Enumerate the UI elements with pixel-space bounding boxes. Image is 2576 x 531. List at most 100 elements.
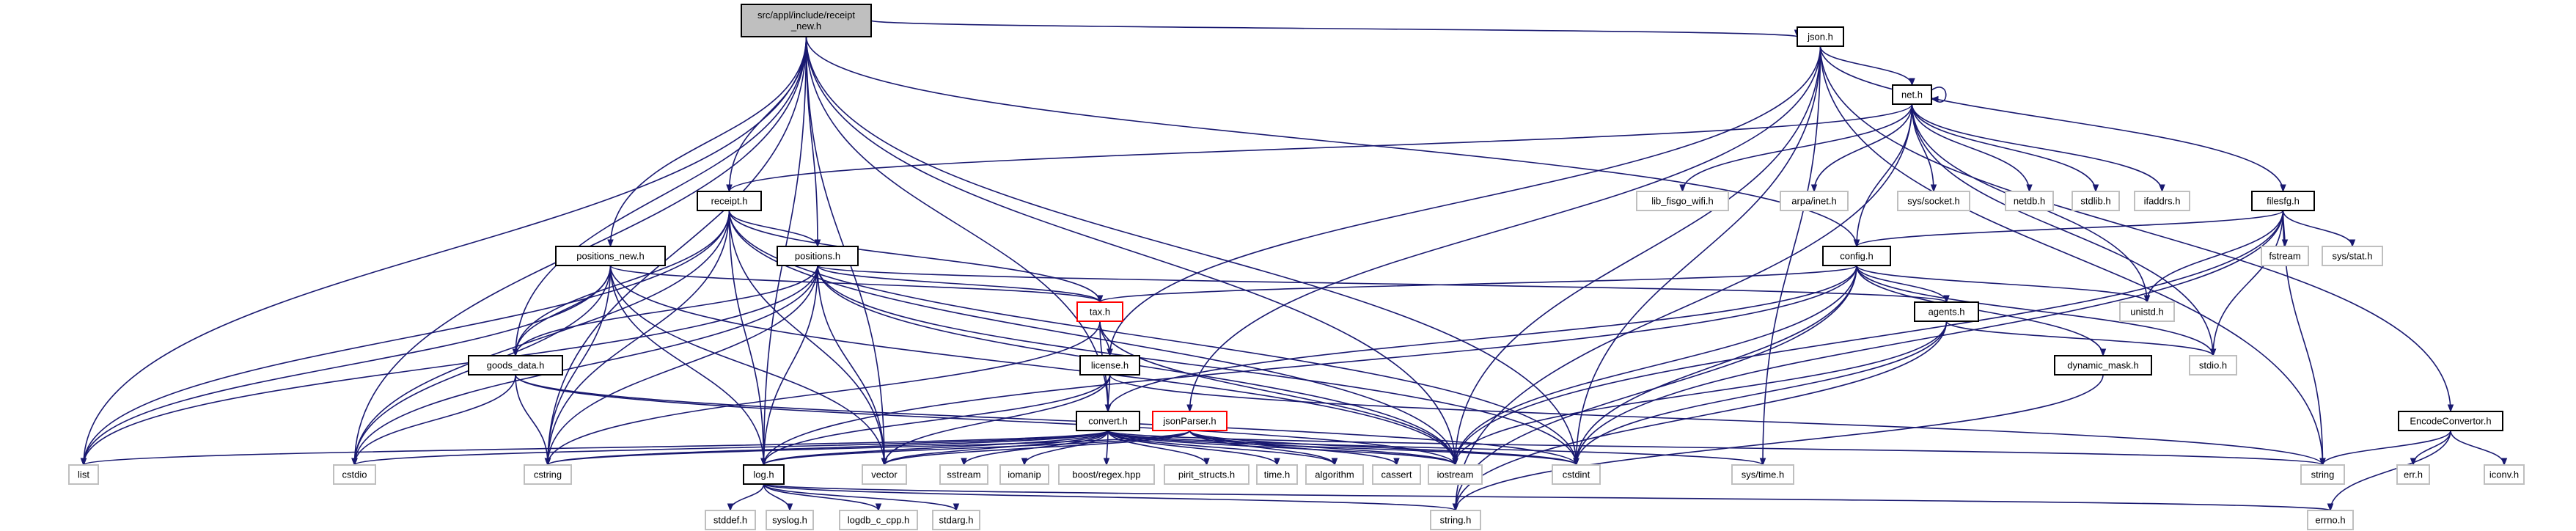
node-box [2005, 191, 2054, 211]
node-box [2119, 301, 2175, 322]
node-stddef-h[interactable]: stddef.h [705, 510, 756, 530]
edge-arrowhead [1107, 348, 1113, 357]
node-license-h[interactable]: license.h [1079, 355, 1140, 376]
node-json-h[interactable]: json.h [1797, 26, 1844, 47]
node-lib-fisgo-wifi-h[interactable]: lib_fisgo_wifi.h [1636, 191, 1729, 211]
node-sys-stat-h[interactable]: sys/stat.h [2322, 246, 2383, 266]
node-box [2398, 411, 2503, 431]
edge-config_h-to-convert_h [1104, 265, 1857, 413]
edge-arrowhead [1203, 458, 1210, 466]
edge-net_h-to-config_h [1853, 103, 1913, 248]
node-box [697, 191, 762, 211]
node-algorithm[interactable]: algorithm [1305, 464, 1364, 485]
node-box [1076, 301, 1123, 322]
node-box [468, 355, 563, 376]
edge-agents_h-to-stdio_h [1945, 321, 2217, 357]
node-box [2307, 510, 2354, 530]
node-sys-time-h[interactable]: sys/time.h [1731, 464, 1794, 485]
edge-filesfg_h-to-config_h [1853, 210, 2284, 248]
node-positions-h[interactable]: positions.h [777, 246, 859, 266]
node-label: vector [871, 469, 898, 480]
node-box [1430, 510, 1481, 530]
node-cstring[interactable]: cstring [524, 464, 572, 485]
node-convert-h[interactable]: convert.h [1076, 411, 1140, 431]
node-arpa-inet-h[interactable]: arpa/inet.h [1780, 191, 1849, 211]
node-iostream[interactable]: iostream [1428, 464, 1483, 485]
edge-dynamic_mask_h-to-string_h [1452, 374, 2104, 512]
node-boost-regex-hpp[interactable]: boost/regex.hpp [1058, 464, 1155, 485]
node-stdarg-h[interactable]: stdarg.h [932, 510, 980, 530]
edge-net_h-to-net_h [1930, 87, 1947, 103]
node-label: algorithm [1315, 469, 1354, 480]
edge-arrowhead [1452, 503, 1459, 512]
node-root: src/appl/include/receipt_new.h [741, 4, 872, 37]
node-unistd-h[interactable]: unistd.h [2119, 301, 2175, 322]
node-box [2396, 464, 2430, 485]
node-ifaddrs-h[interactable]: ifaddrs.h [2134, 191, 2190, 211]
node-errno-h[interactable]: errno.h [2307, 510, 2354, 530]
edge-net_h-to-lib_fisgo_wifi_h [1679, 103, 1913, 193]
node-dynamic-mask-h[interactable]: dynamic_mask.h [2054, 355, 2152, 376]
node-syslog-h[interactable]: syslog.h [766, 510, 814, 530]
edge-arrowhead [2500, 458, 2508, 466]
node-cassert[interactable]: cassert [1372, 464, 1421, 485]
node-err-h[interactable]: err.h [2396, 464, 2430, 485]
node-label: sys/stat.h [2333, 251, 2373, 262]
nodes-layer: src/appl/include/receipt_new.h json.h net.… [68, 4, 2525, 530]
node-logdb-c-cpp-h[interactable]: logdb_c_cpp.h [839, 510, 918, 530]
node-stdlib-h[interactable]: stdlib.h [2072, 191, 2120, 211]
node-box [862, 464, 907, 485]
node-box [2322, 246, 2383, 266]
node-label: cassert [1381, 469, 1412, 480]
node-EncodeConvertor-h[interactable]: EncodeConvertor.h [2398, 411, 2503, 431]
node-label: stddef.h [713, 515, 747, 526]
node-sys-socket-h[interactable]: sys/socket.h [1897, 191, 1970, 211]
node-positions-new-h[interactable]: positions_new.h [555, 246, 666, 266]
node-box [1780, 191, 1849, 211]
node-cstdint[interactable]: cstdint [1552, 464, 1601, 485]
node-string[interactable]: string [2300, 464, 2345, 485]
edge-json_h-to-net_h [1819, 45, 1915, 87]
node-label: stdarg.h [939, 515, 974, 526]
node-net-h[interactable]: net.h [1892, 84, 1932, 105]
node-config-h[interactable]: config.h [1822, 246, 1891, 266]
node-iomanip[interactable]: iomanip [999, 464, 1049, 485]
node-sstream[interactable]: sstream [939, 464, 988, 485]
node-agents-h[interactable]: agents.h [1914, 301, 1979, 322]
node-tax-h[interactable]: tax.h [1076, 301, 1123, 322]
node-filesfg-h[interactable]: filesfg.h [2251, 191, 2315, 211]
node-jsonParser-h[interactable]: jsonParser.h [1152, 411, 1228, 431]
edge-config_h-to-iostream [1452, 265, 1857, 466]
edge-root-to-json_h [870, 20, 1801, 38]
edge-jsonParser_h-to-cstdint [1189, 430, 1579, 466]
node-box [1892, 84, 1932, 105]
edge-arrowhead [351, 458, 358, 466]
node-fstream[interactable]: fstream [2261, 246, 2309, 266]
node-vector[interactable]: vector [862, 464, 907, 485]
edge-json_h-to-EncodeConvertor_h [1819, 45, 2454, 413]
node-time-h[interactable]: time.h [1256, 464, 1298, 485]
node-goods-data-h[interactable]: goods_data.h [468, 355, 563, 376]
node-receipt-h[interactable]: receipt.h [697, 191, 762, 211]
edge-positions_new_h-to-log_h [609, 265, 767, 466]
edge-config_h-to-unistd_h [1856, 265, 2151, 304]
node-cstdio[interactable]: cstdio [333, 464, 376, 485]
node-string-h[interactable]: string.h [1430, 510, 1481, 530]
edge-EncodeConvertor_h-to-errno_h [2327, 430, 2451, 512]
edge-filesfg_h-to-stdio_h [2209, 210, 2284, 357]
node-box [1428, 464, 1483, 485]
edge-root-to-convert_h [805, 36, 1112, 413]
node-box [932, 510, 980, 530]
edge-jsonParser_h-to-iostream [1189, 430, 1458, 466]
node-stdio-h[interactable]: stdio.h [2189, 355, 2237, 376]
node-log-h[interactable]: log.h [743, 464, 785, 485]
node-box [1058, 464, 1155, 485]
node-list[interactable]: list [68, 464, 99, 485]
edge-positions_h-to-log_h [760, 265, 818, 466]
node-iconv-h[interactable]: iconv.h [2484, 464, 2525, 485]
edge-arrowhead [2159, 184, 2165, 193]
node-pirit-structs-h[interactable]: pirit_structs.h [1164, 464, 1250, 485]
edge-json_h-to-jsonParser_h [1186, 45, 1821, 413]
node-netdb-h[interactable]: netdb.h [2005, 191, 2054, 211]
node-label: _new.h [790, 21, 821, 32]
